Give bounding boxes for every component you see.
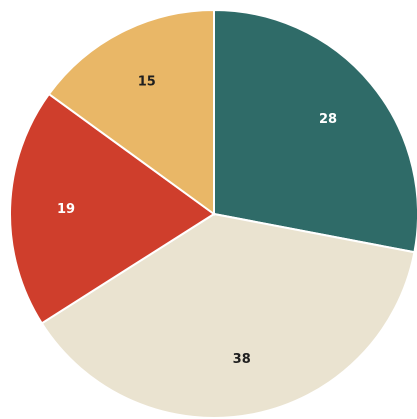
pie-slice-label-19: 19 xyxy=(57,202,75,217)
pie-slice-28 xyxy=(214,10,417,252)
pie-slice-label-38: 38 xyxy=(233,352,251,367)
pie-slice-label-15: 15 xyxy=(138,75,156,90)
pie-slice-label-28: 28 xyxy=(319,112,337,127)
